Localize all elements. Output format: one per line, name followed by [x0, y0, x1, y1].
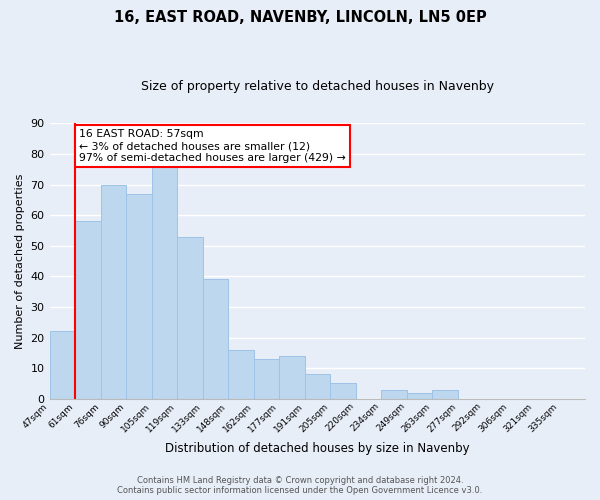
Y-axis label: Number of detached properties: Number of detached properties: [15, 174, 25, 349]
Bar: [50, 332, 75, 399]
Bar: [126, 194, 152, 399]
Text: 16, EAST ROAD, NAVENBY, LINCOLN, LN5 0EP: 16, EAST ROAD, NAVENBY, LINCOLN, LN5 0EP: [113, 10, 487, 25]
Title: Size of property relative to detached houses in Navenby: Size of property relative to detached ho…: [141, 80, 494, 93]
Bar: [305, 374, 330, 399]
Bar: [381, 390, 407, 399]
Text: 16 EAST ROAD: 57sqm
← 3% of detached houses are smaller (12)
97% of semi-detache: 16 EAST ROAD: 57sqm ← 3% of detached hou…: [79, 130, 346, 162]
Bar: [177, 236, 203, 399]
X-axis label: Distribution of detached houses by size in Navenby: Distribution of detached houses by size …: [165, 442, 470, 455]
Bar: [432, 390, 458, 399]
Bar: [203, 280, 228, 399]
Bar: [152, 166, 177, 399]
Bar: [228, 350, 254, 399]
Bar: [407, 392, 432, 399]
Bar: [279, 356, 305, 399]
Bar: [254, 359, 279, 399]
Bar: [330, 384, 356, 399]
Bar: [101, 184, 126, 399]
Bar: [75, 222, 101, 399]
Text: Contains HM Land Registry data © Crown copyright and database right 2024.
Contai: Contains HM Land Registry data © Crown c…: [118, 476, 482, 495]
